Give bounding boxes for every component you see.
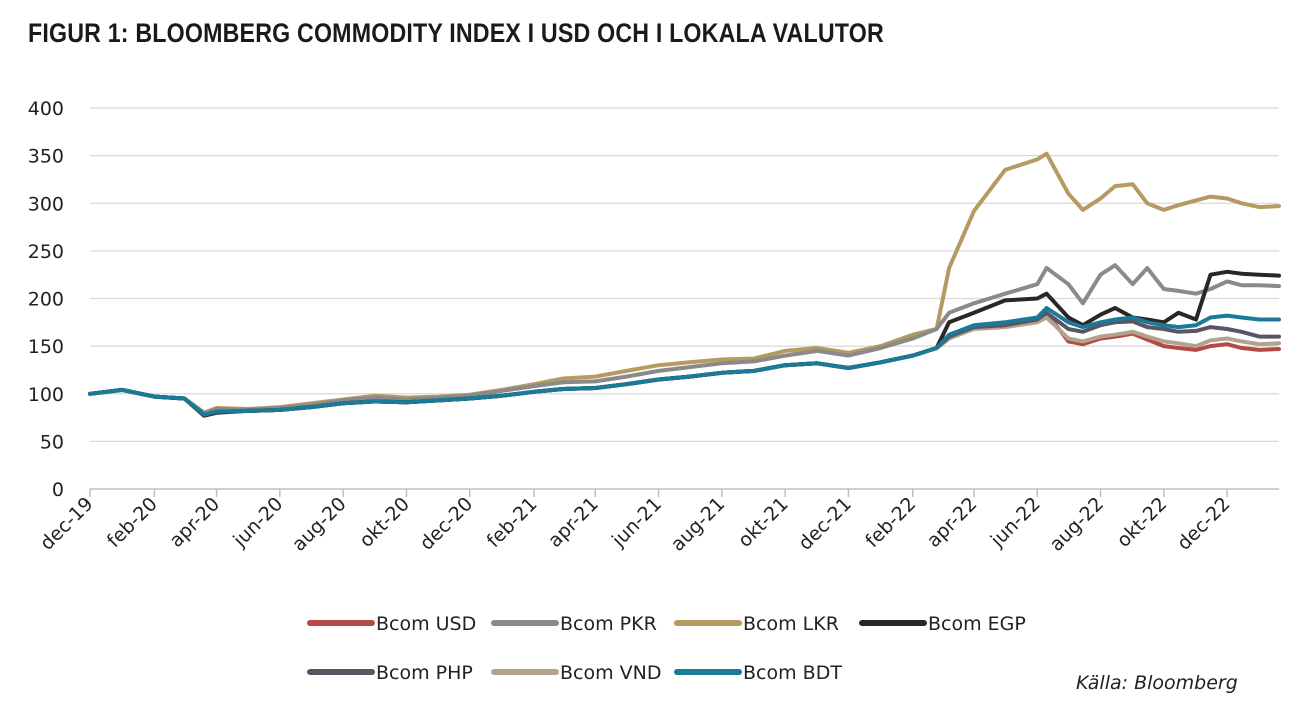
gridlines	[90, 107, 1279, 442]
y-tick-label: 0	[52, 479, 64, 501]
y-tick-label: 200	[28, 289, 64, 311]
legend-label: Bcom USD	[376, 613, 476, 635]
series-lines	[88, 151, 1281, 418]
x-tick-label: jun-20	[228, 493, 287, 552]
x-tick-label: okt-22	[1113, 493, 1172, 552]
legend-label: Bcom PKR	[560, 613, 657, 635]
legend: Bcom USD Bcom PKR Bcom LKR Bcom EGP Bcom PHP…	[307, 613, 1026, 684]
x-tick-label: apr-20	[165, 493, 224, 552]
x-tick-label: feb-22	[861, 493, 920, 552]
chart-title: FIGUR 1: BLOOMBERG COMMODITY INDEX I USD…	[28, 18, 884, 48]
legend-label: Bcom VND	[560, 662, 662, 684]
x-tick-label: feb-20	[103, 493, 162, 552]
source-note: Källa: Bloomberg	[1076, 672, 1238, 694]
y-tick-label: 400	[28, 98, 64, 120]
legend-label: Bcom BDT	[743, 662, 842, 684]
series-line-bcom-lkr	[88, 151, 1281, 415]
y-tick-label: 150	[28, 336, 64, 358]
x-tick-label: okt-21	[734, 493, 793, 552]
x-tick-label: feb-21	[483, 493, 542, 552]
x-tick-label: aug-22	[1045, 493, 1108, 556]
x-tick-label: apr-22	[923, 493, 982, 552]
legend-label: Bcom PHP	[376, 662, 473, 684]
legend-label: Bcom EGP	[928, 613, 1026, 635]
y-tick-label: 250	[28, 241, 64, 263]
x-tick-label: dec-21	[794, 493, 856, 555]
series-line-bcom-bdt	[88, 306, 1281, 417]
x-tick-label: okt-20	[355, 493, 414, 552]
x-tick-label: jun-22	[986, 493, 1045, 552]
x-tick-label: dec-22	[1173, 493, 1235, 555]
x-tick-label: dec-20	[416, 493, 478, 555]
x-tick-label: aug-21	[667, 493, 730, 556]
x-tick-label: dec-19	[36, 493, 98, 555]
y-tick-label: 300	[28, 193, 64, 215]
y-tick-label: 350	[28, 146, 64, 168]
y-tick-label: 100	[28, 384, 64, 406]
x-tick-label: apr-21	[544, 493, 603, 552]
legend-label: Bcom LKR	[743, 613, 839, 635]
y-tick-label: 50	[40, 431, 64, 453]
x-tick-label: aug-20	[288, 493, 351, 556]
x-tick-label: jun-21	[607, 493, 666, 552]
